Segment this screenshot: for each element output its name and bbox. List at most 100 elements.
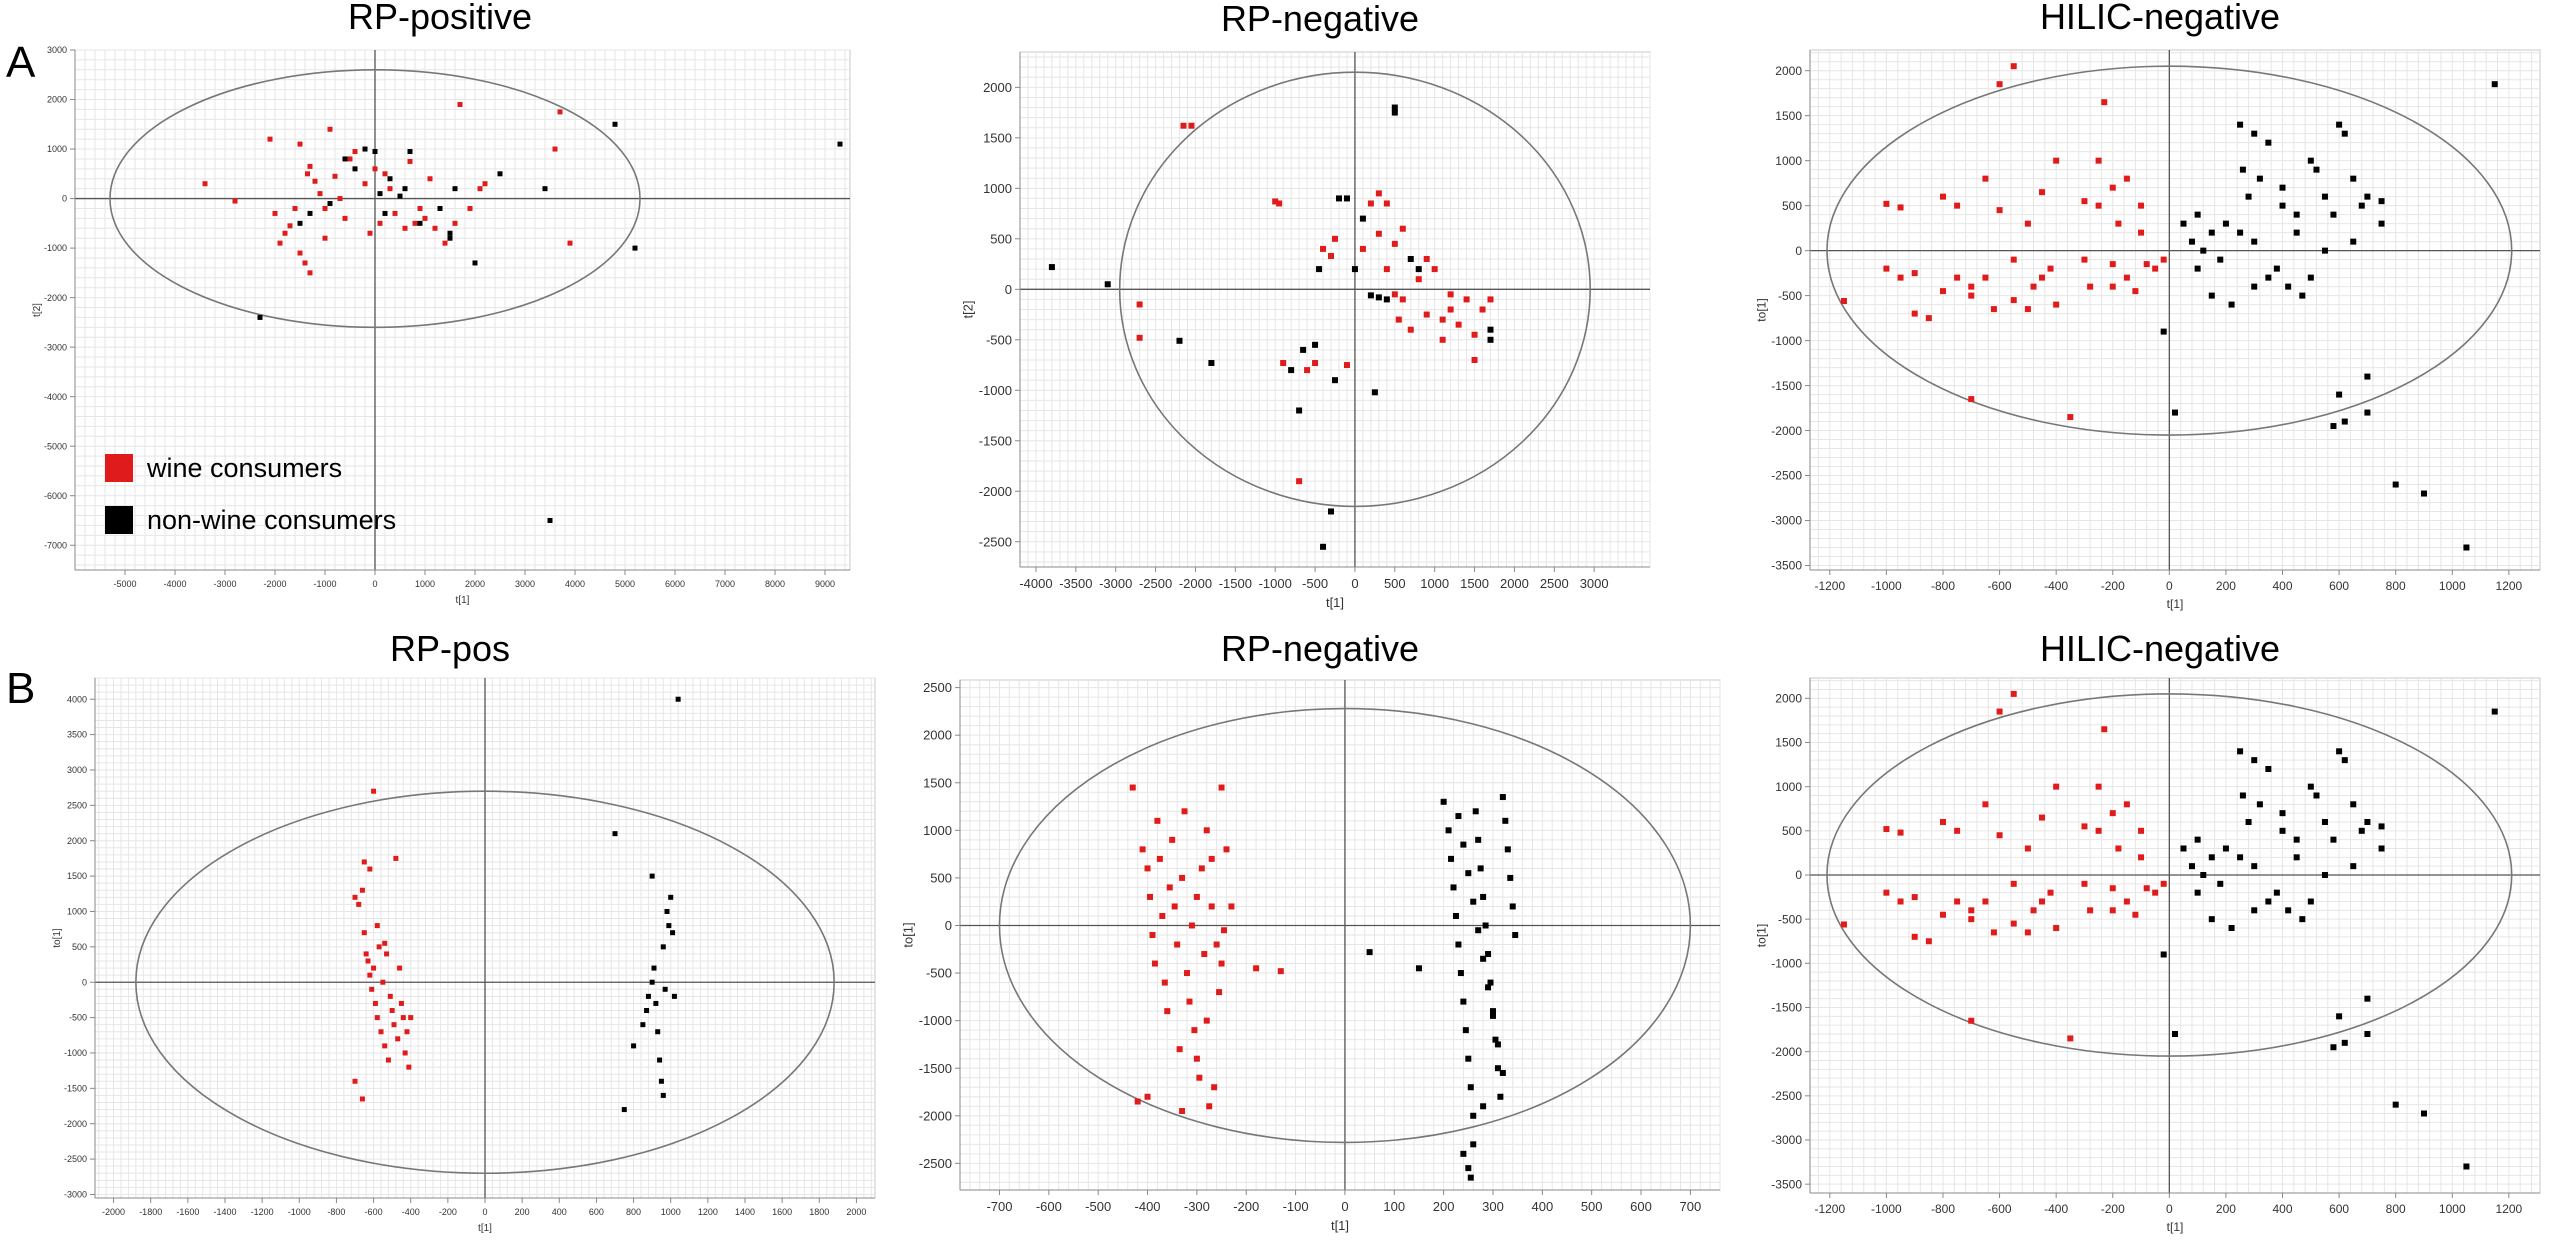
data-point-non-wine [1470,898,1477,905]
data-point-wine [272,210,278,216]
data-point-wine [393,855,399,861]
data-point-wine [372,166,378,172]
y-tick-label: -1500 [979,433,1012,448]
chart-svg: -1200 -1000 -800 -600 -400 -200 0 200 400 600 800 1… [1755,49,2541,611]
data-point-wine [1911,894,1918,901]
data-point-non-wine [2251,238,2258,245]
data-point-non-wine [2378,198,2385,205]
x-tick-label: 800 [2386,579,2406,593]
data-point-wine [2123,898,2130,905]
data-point-non-wine [644,1008,650,1014]
chart-title: HILIC-negative [2039,0,2281,37]
y-tick-label: -1500 [1771,379,1802,393]
data-point-non-wine [2364,1030,2371,1037]
data-point-wine [2095,827,2102,834]
data-point-wine [380,979,386,985]
data-point-non-wine [2273,889,2280,896]
data-point-wine [2095,202,2102,209]
data-point-non-wine [2245,193,2252,200]
data-point-wine [1208,855,1215,862]
data-point-non-wine [657,1057,663,1063]
x-tick-label: 200 [515,1207,530,1217]
data-point-non-wine [2194,211,2201,218]
data-point-non-wine [2265,274,2272,281]
data-point-wine [1939,193,1946,200]
x-tick-label: -2000 [263,579,286,589]
data-point-non-wine [1489,1008,1496,1015]
data-point-wine [1883,889,1890,896]
x-axis-label: t[1] [2167,597,2184,611]
data-point-wine [402,225,408,231]
data-point-non-wine [372,149,378,155]
data-point-non-wine [1460,1150,1467,1157]
data-point-non-wine [632,245,638,251]
y-tick-label: -2000 [979,484,1012,499]
legend-label-non-wine: non-wine consumers [147,504,397,535]
data-point-non-wine [307,210,313,216]
data-point-wine [322,235,328,241]
y-tick-label: -5000 [44,441,67,451]
x-tick-label: 3000 [515,579,535,589]
data-point-non-wine [1460,998,1467,1005]
data-point-non-wine [1480,893,1487,900]
data-point-non-wine [2160,328,2167,335]
data-point-non-wine [1504,846,1511,853]
data-point-non-wine [1332,377,1338,384]
data-point-wine [1423,256,1430,263]
x-tick-label: -4000 [1019,576,1052,591]
data-point-wine [1415,276,1422,283]
data-point-non-wine [382,210,388,216]
data-point-wine [1391,291,1398,298]
data-point-wine [2115,220,2122,227]
data-point-wine [377,220,383,226]
data-point-non-wine [1457,970,1464,977]
data-point-wine [2138,854,2145,861]
data-point-non-wine [2307,783,2314,790]
x-tick-label: 2000 [846,1207,866,1217]
y-axis-label: to[1] [900,922,915,947]
data-point-non-wine [2350,863,2357,870]
data-point-wine [408,1015,414,1021]
x-tick-label: -400 [2044,579,2068,593]
x-tick-label: -1000 [1871,1202,1902,1216]
data-point-wine [2010,690,2017,697]
x-tick-label: 500 [1384,576,1406,591]
data-point-non-wine [352,166,358,172]
confidence-ellipse [1826,693,2513,1057]
x-tick-label: -1000 [1259,576,1292,591]
data-point-non-wine [1487,326,1494,333]
y-axis-label: to[1] [52,928,63,948]
data-point-wine [1223,846,1230,853]
confidence-ellipse [109,69,641,329]
data-point-wine [1193,893,1200,900]
data-point-non-wine [2299,916,2306,923]
data-point-wine [1171,903,1178,910]
data-point-non-wine [2420,1110,2427,1117]
data-point-non-wine [1208,360,1215,367]
y-tick-label: -3500 [1771,1177,1802,1191]
data-point-non-wine [1366,949,1373,956]
data-point-non-wine [2293,229,2300,236]
x-tick-label: 2000 [465,579,485,589]
data-point-wine [1367,200,1374,207]
data-point-wine [1954,827,1961,834]
y-tick-label: 3500 [67,730,87,740]
x-tick-label: -5000 [113,579,136,589]
y-tick-label: 1000 [1775,154,1802,168]
scatter-plot-rp-positive: RP-positive -5000 -4000 -3000 -2000 -1000 0 10… [0,0,860,620]
data-point-non-wine [660,1092,666,1098]
data-point-non-wine [2330,1044,2337,1051]
x-tick-label: 500 [1581,1199,1603,1214]
y-tick-label: 500 [990,231,1012,246]
chart-svg: -2000 -1800 -1600 -1400 -1200 -1000 -800 -600 -4… [52,677,876,1234]
x-tick-label: 3000 [1580,576,1609,591]
data-point-wine [369,986,375,992]
data-point-non-wine [2172,409,2178,416]
data-point-wine [1996,708,2003,715]
data-point-wine [1883,265,1890,272]
y-tick-label: -7000 [44,540,67,550]
x-tick-label: 0 [482,1207,487,1217]
data-point-non-wine [327,201,333,207]
data-point-non-wine [660,944,666,950]
y-axis-label: t[2] [32,303,43,317]
